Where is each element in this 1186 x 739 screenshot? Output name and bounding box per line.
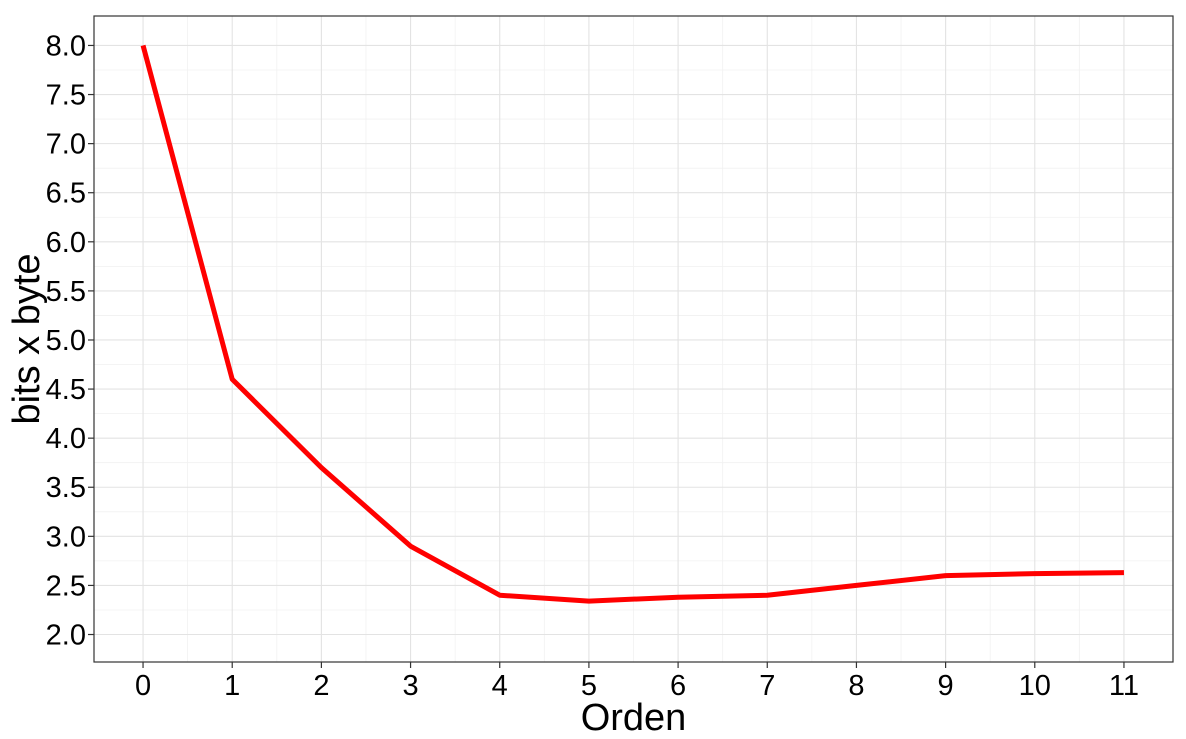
x-tick-label: 3	[402, 670, 418, 702]
y-tick-label: 4.0	[46, 423, 86, 455]
major-gridlines	[94, 16, 1173, 662]
series-line	[140, 44, 1124, 604]
minor-gridlines	[94, 16, 1173, 662]
y-tick-label: 2.0	[46, 620, 86, 652]
y-tick-label: 5.0	[46, 325, 86, 357]
x-tick-label: 9	[938, 670, 954, 702]
y-tick-label: 5.5	[46, 276, 86, 308]
y-tick-label: 4.5	[46, 374, 86, 406]
y-tick-label: 6.5	[46, 178, 86, 210]
y-axis: 2.0 2.5 3.0 3.5 4.0 4.5 5.0 5.5 6.0 6.5 7.0 7.5 8.0	[46, 30, 94, 652]
plot-panel-border	[93, 15, 1174, 663]
x-tick-label: 5	[581, 670, 597, 702]
x-tick-label: 0	[135, 670, 151, 702]
y-tick-label: 3.5	[46, 472, 86, 504]
x-tick-label: 10	[1019, 670, 1051, 702]
x-tick-label: 4	[492, 670, 508, 702]
x-tick-label: 1	[224, 670, 240, 702]
x-tick-label: 8	[848, 670, 864, 702]
series-layer	[140, 44, 1124, 604]
x-axis-title: Orden	[581, 697, 687, 739]
x-tick-label: 11	[1109, 670, 1139, 702]
x-axis: 0 1 2 3 4 5 6 7 8 9 10 11	[135, 662, 1139, 702]
y-tick-label: 3.0	[46, 521, 86, 553]
y-axis-title: bits x byte	[6, 253, 48, 424]
x-tick-label: 7	[759, 670, 775, 702]
y-tick-label: 7.5	[46, 80, 86, 112]
y-tick-label: 8.0	[46, 30, 86, 62]
y-tick-label: 2.5	[46, 570, 86, 602]
y-tick-label: 6.0	[46, 227, 86, 259]
x-tick-label: 2	[313, 670, 329, 702]
x-tick-label: 6	[670, 670, 686, 702]
y-tick-label: 7.0	[46, 129, 86, 161]
